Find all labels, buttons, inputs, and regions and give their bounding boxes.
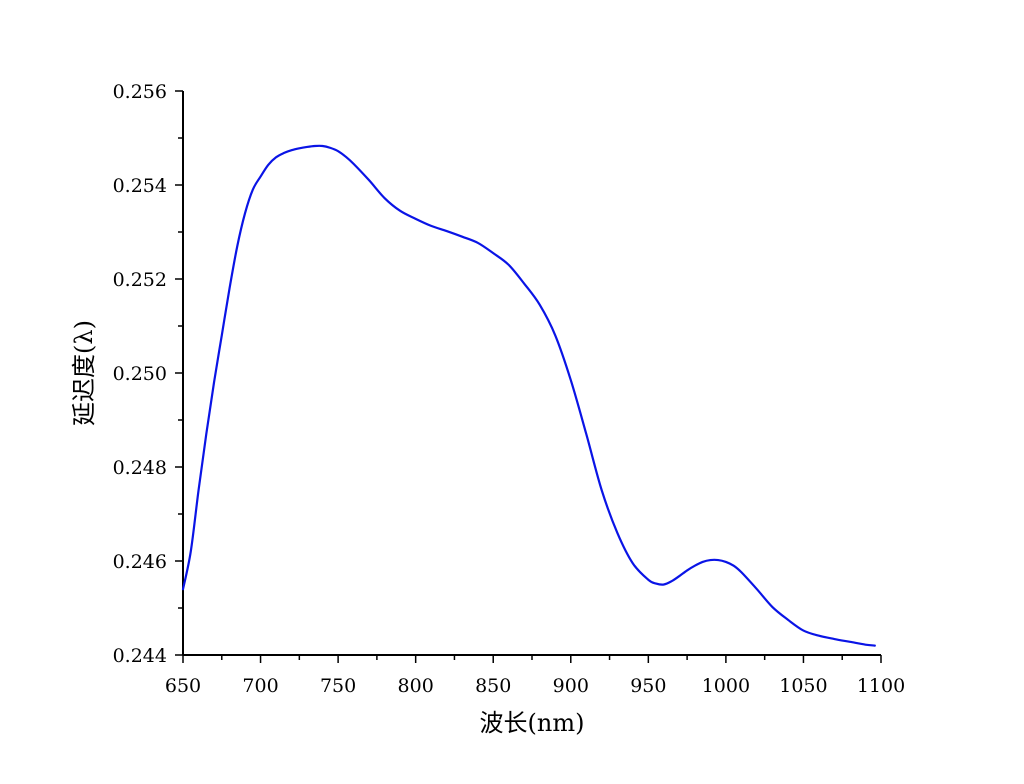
y-axis-ticks: 0.244 0.246 0.248 0.250 0.252 0.254 0.256 (113, 81, 183, 667)
y-tick-label: 0.256 (113, 81, 167, 103)
x-tick-label: 900 (553, 675, 589, 697)
y-tick-label: 0.254 (113, 175, 167, 197)
y-axis-title: 延迟度(λ) (70, 320, 98, 426)
x-axis-title: 波长(nm) (480, 709, 585, 737)
x-tick-label: 1100 (857, 675, 905, 697)
y-tick-label: 0.246 (113, 551, 167, 573)
x-tick-label: 1000 (702, 675, 750, 697)
x-tick-label: 850 (475, 675, 511, 697)
x-tick-label: 750 (320, 675, 356, 697)
x-tick-label: 800 (398, 675, 434, 697)
series-line (181, 144, 876, 647)
y-tick-label: 0.244 (113, 645, 167, 667)
x-tick-label: 950 (630, 675, 666, 697)
x-tick-label: 1050 (779, 675, 827, 697)
x-tick-label: 650 (165, 675, 201, 697)
x-axis-ticks: 650 700 750 800 850 900 950 1000 1050 1100 (165, 655, 905, 697)
x-tick-label: 700 (242, 675, 278, 697)
series-group (181, 144, 876, 647)
y-tick-label: 0.248 (113, 457, 167, 479)
y-tick-label: 0.252 (113, 269, 167, 291)
y-tick-label: 0.250 (113, 363, 167, 385)
